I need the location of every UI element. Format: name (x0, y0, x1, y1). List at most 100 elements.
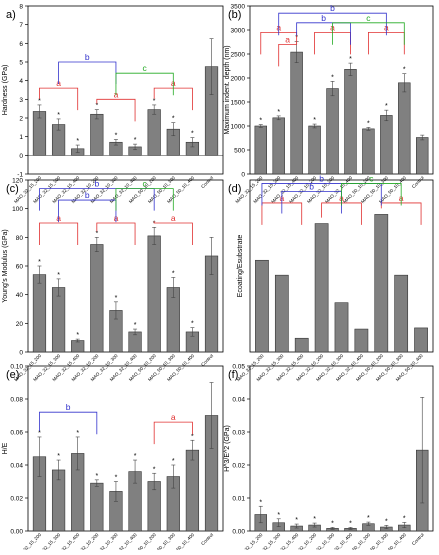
chart-d-bar-8 (414, 327, 428, 353)
chart-f-ytick-label-4: 0.04 (232, 397, 245, 404)
chart-a-bracket-label-4: c (142, 63, 147, 73)
chart-d-bracket-label-4: b (309, 181, 314, 191)
chart-c-bracket-label-5: c (142, 179, 147, 189)
chart-b-ytick-label-1: 500 (234, 148, 245, 155)
chart-a-frame (27, 5, 224, 175)
chart-d-bar-6 (374, 214, 389, 353)
chart-b-ytick-label-6: 3000 (231, 28, 246, 35)
chart-e-ylabel: H/E (2, 442, 9, 454)
chart-a-ytick-label-1: 0 (19, 153, 23, 160)
chart-c-significance-star-7: * (172, 270, 175, 277)
chart-b-bracket-1 (278, 35, 298, 67)
chart-b-ytick-label-7: 3500 (231, 4, 246, 11)
chart-c-bracket-3 (39, 188, 155, 211)
chart-a-bracket-label-3: b (85, 52, 90, 62)
chart-a-bar-6 (147, 109, 161, 156)
chart-f-ytick-label-1: 0.01 (232, 496, 245, 503)
chart-b-significance-star-7: * (385, 103, 388, 110)
chart-a-significance-star-3: * (95, 103, 98, 110)
chart-e-ytick-label-3: 0.06 (10, 430, 23, 437)
chart-c-significance-star-2: * (76, 332, 79, 339)
chart-a-significance-star-7: * (172, 116, 175, 123)
chart-e-ytick-label-5: 0.10 (10, 364, 23, 371)
chart-f-significance-star-7: * (385, 518, 388, 525)
chart-b-bracket-label-1: a (285, 34, 290, 44)
chart-e-frame (27, 365, 224, 532)
chart-a-significance-star-8: * (191, 131, 194, 138)
chart-f-significance-star-1: * (277, 512, 280, 519)
chart-d-bar-0 (255, 259, 269, 353)
chart-c-ytick-label-5: 100 (12, 206, 23, 213)
chart-e-bar-8 (185, 449, 200, 532)
chart-c-significance-star-1: * (57, 272, 60, 279)
chart-f-ytick-label-3: 0.03 (232, 430, 245, 437)
chart-b-bracket-4 (278, 12, 387, 36)
chart-d-panel-label: (d) (228, 183, 241, 195)
chart-e-bracket-label-1: a (171, 412, 176, 422)
chart-c-ytick-label-0: 0 (19, 350, 23, 357)
chart-a-bracket-0 (39, 87, 79, 111)
chart-c-ytick-label-1: 20 (16, 321, 24, 328)
chart-a-significance-star-1: * (57, 112, 60, 119)
chart-b-significance-star-8: * (403, 67, 406, 74)
chart-e-bar-3 (90, 482, 104, 532)
chart-b-bar-7 (380, 115, 393, 175)
chart-a-bracket-4 (115, 72, 174, 96)
chart-e-significance-star-7: * (172, 458, 175, 465)
chart-b-bar-1 (272, 117, 285, 175)
chart-e-significance-star-8: * (191, 433, 194, 440)
chart-b-significance-star-5: * (349, 56, 352, 63)
chart-b-panel-label: (b) (228, 9, 241, 21)
chart-c-bracket-5 (115, 188, 174, 211)
chart-f-ytick-label-5: 0.05 (232, 364, 245, 371)
chart-c-bracket-0 (39, 222, 79, 245)
chart-b-bar-6 (362, 128, 375, 175)
chart-b-ylabel: Maximum indent. depth (nm) (224, 45, 231, 134)
chart-c-significance-star-0: * (38, 259, 41, 266)
chart-e-ytick-label-1: 0.02 (10, 496, 23, 503)
chart-c-significance-star-6: * (153, 220, 156, 227)
chart-a-ylabel: Hardness (GPa) (2, 65, 9, 116)
chart-a-ytick-label-4: 3 (19, 97, 23, 104)
chart-f-significance-star-5: * (349, 520, 352, 527)
chart-e-significance-star-1: * (57, 453, 60, 460)
chart-c-ytick-label-4: 80 (16, 235, 24, 242)
chart-b-bar-9 (416, 137, 429, 175)
chart-c-bracket-label-3: b (94, 179, 99, 189)
chart-d-bracket-5 (341, 183, 402, 206)
chart-a-significance-star-5: * (134, 137, 137, 144)
chart-b-ytick-label-5: 2500 (231, 52, 246, 59)
chart-d-ylabel: Ecoating/Esubstrate (237, 235, 244, 298)
chart-c-ylabel: Young's Modulus (GPa) (2, 229, 9, 302)
chart-c-ytick-label-3: 60 (16, 264, 24, 271)
chart-a-ytick-label-3: 2 (19, 116, 23, 123)
chart-e-ytick-label-0: 0.00 (10, 529, 23, 536)
chart-c-bracket-4 (58, 199, 117, 223)
chart-a-ytick-label-7: 6 (19, 41, 23, 48)
chart-c-bracket-label-4: b (85, 190, 90, 200)
chart-d-bar-5 (354, 328, 369, 353)
chart-d-bracket-label-3: b (319, 173, 324, 183)
chart-f-ylabel: H^3/E^2 (GPa) (224, 425, 231, 472)
chart-b-significance-star-1: * (277, 109, 280, 116)
chart-e-significance-star-2: * (76, 430, 79, 437)
chart-c-bracket-1 (96, 222, 136, 245)
chart-e-ytick-label-2: 0.04 (10, 463, 23, 470)
chart-f-frame (249, 365, 434, 532)
chart-c-panel-label: (c) (6, 183, 19, 195)
chart-b-bar-5 (344, 69, 357, 175)
chart-c-significance-star-4: * (115, 295, 118, 302)
chart-b-ytick-label-2: 1000 (231, 124, 246, 131)
chart-b-bar-4 (326, 88, 339, 175)
chart-e-significance-star-5: * (134, 453, 137, 460)
chart-c-significance-star-8: * (191, 321, 194, 328)
chart-c-bar-3 (90, 244, 104, 353)
chart-f-ytick-label-0: 0.00 (232, 529, 245, 536)
chart-f-significance-star-8: * (403, 515, 406, 522)
chart-f-ytick-label-2: 0.02 (232, 463, 245, 470)
chart-c-bar-6 (147, 235, 161, 353)
chart-f-significance-star-0: * (259, 499, 262, 506)
chart-c-bracket-2 (153, 221, 193, 245)
